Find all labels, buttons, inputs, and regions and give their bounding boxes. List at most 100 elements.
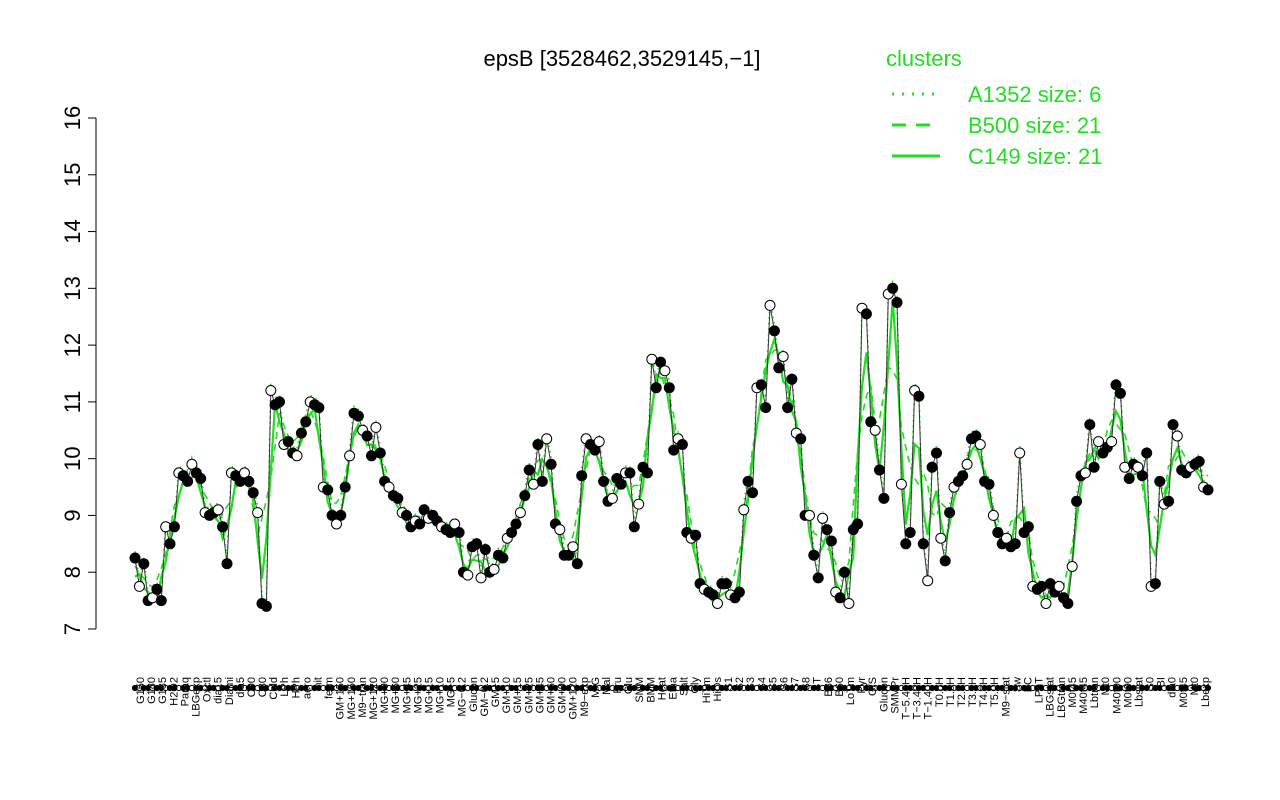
x-tick-label: T1.0H: [945, 677, 957, 707]
data-point: [817, 512, 829, 524]
data-point: [970, 430, 982, 442]
x-tick-label: LPhT: [1034, 677, 1046, 704]
x-tick-label: Heat: [656, 677, 668, 700]
x-tick-label: B36: [823, 677, 835, 697]
data-point: [1149, 578, 1161, 590]
data-point: [414, 518, 426, 530]
data-point: [633, 498, 645, 510]
x-tick-label: ferm: [324, 677, 336, 699]
x-tick-label: G180: [146, 677, 158, 704]
x-tick-label: Cold: [268, 677, 280, 700]
x-tick-label: SMM: [634, 677, 646, 703]
data-point: [1014, 447, 1026, 459]
x-tick-label: BT: [812, 677, 824, 691]
data-point: [860, 308, 872, 320]
x-tick-labels: G150 G180 G135 H2O2 Paraq LBGexp Oxctl dia15 Dia…: [135, 676, 1212, 719]
x-tick-label: S4: [756, 677, 768, 690]
x-tick-label: Diami: [224, 677, 236, 705]
x-tick-label: T5.0H: [989, 677, 1001, 707]
x-tick-label: T4.0H: [978, 677, 990, 707]
x-tick-label: MG+90: [379, 677, 391, 713]
data-point: [913, 390, 925, 402]
data-point: [1114, 387, 1126, 399]
x-tick-label: M40t45: [1078, 677, 1090, 714]
data-point: [839, 566, 850, 578]
x-tick-label: HiOs: [712, 677, 724, 702]
legend-entry-a1352: A1352 size: 6: [968, 82, 1101, 107]
data-point: [1071, 495, 1083, 507]
data-point: [747, 487, 758, 499]
data-point: [506, 527, 518, 538]
data-point: [545, 458, 557, 470]
data-point: [1171, 430, 1183, 442]
data-point: [887, 282, 899, 294]
x-tick-label: Gly: [690, 677, 702, 694]
data-point: [760, 402, 772, 414]
data-point: [1167, 419, 1179, 431]
x-tick-label: T0.0H: [934, 677, 946, 707]
x-tick-label: MG−0.2: [457, 677, 469, 716]
x-tick-label: M0t45: [1067, 677, 1079, 708]
x-rug-mark: [1204, 684, 1212, 692]
data-point: [957, 470, 969, 482]
data-point: [563, 549, 575, 561]
data-point: [983, 478, 995, 490]
data-point: [374, 447, 386, 459]
data-point: [891, 297, 903, 308]
data-point: [164, 538, 176, 550]
data-point: [606, 492, 618, 504]
data-point: [260, 600, 272, 612]
x-tick-label: S1: [723, 677, 735, 690]
data-point: [217, 521, 229, 533]
x-tick-label: Lbexp: [1200, 677, 1212, 707]
x-tick-label: Etha: [668, 676, 680, 700]
data-point: [295, 427, 307, 439]
x-tick-label: Sw: [1011, 677, 1023, 692]
data-point: [344, 450, 356, 462]
data-point: [777, 351, 789, 362]
x-tick-label: Oxctl: [202, 677, 214, 702]
x-tick-label: LPh: [279, 677, 291, 697]
data-point: [291, 450, 303, 462]
data-point: [1088, 461, 1100, 473]
data-point: [182, 475, 194, 487]
data-point: [655, 356, 667, 368]
legend-entry-c149: C149 size: 21: [968, 144, 1103, 169]
data-point: [1106, 436, 1118, 448]
x-tick-label: Lbstat: [1133, 677, 1145, 707]
data-point: [392, 492, 404, 504]
x-tick-label: Mal: [601, 677, 613, 695]
x-tick-label: C90: [246, 677, 258, 697]
data-point: [1040, 598, 1052, 609]
data-point: [764, 299, 776, 311]
x-tick-label: G/S: [867, 677, 879, 696]
data-point: [471, 538, 483, 550]
data-point: [1053, 580, 1065, 592]
x-tick-label: GM−0.2: [479, 677, 491, 716]
data-point: [961, 458, 973, 470]
data-point: [628, 521, 640, 533]
data-point: [571, 558, 583, 570]
data-point: [532, 439, 544, 450]
y-tick-label: 9: [60, 509, 85, 521]
x-tick-label: S7: [790, 677, 802, 690]
data-point: [944, 507, 956, 519]
data-point: [598, 475, 610, 487]
data-point: [974, 439, 986, 450]
data-point: [589, 444, 601, 456]
data-point: [712, 598, 723, 609]
data-point: [1154, 475, 1166, 487]
data-point: [138, 558, 150, 570]
data-point: [523, 464, 535, 476]
x-tick-label: T−3.40H: [912, 677, 924, 720]
data-point: [1084, 419, 1096, 431]
x-tick-label: GM+90: [557, 677, 569, 713]
y-tick-label: 16: [60, 106, 85, 130]
x-tick-label: GM+120: [568, 677, 580, 720]
data-point: [536, 475, 548, 487]
data-point: [926, 461, 938, 473]
x-tick-label: MG+25: [412, 677, 424, 713]
data-point: [624, 467, 636, 479]
data-point: [418, 504, 430, 516]
